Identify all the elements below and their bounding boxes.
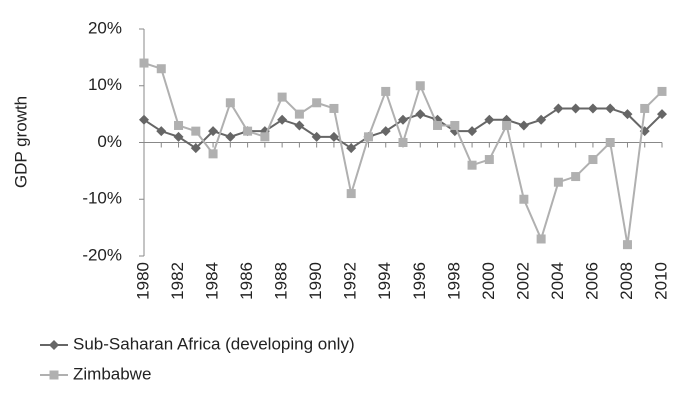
x-tick-label: 1984 [203,262,222,300]
data-point [518,120,529,131]
data-point [502,120,512,130]
data-point [312,98,322,108]
data-point [363,132,373,142]
data-point [277,92,287,102]
legend-label: Sub-Saharan Africa (developing only) [73,334,355,353]
x-tick-label: 1998 [444,262,463,300]
data-point [640,103,650,113]
x-tick-label: 2004 [548,262,567,300]
data-point [208,149,218,159]
data-point [588,155,598,165]
legend-marker [49,370,59,380]
data-point [139,58,149,68]
data-point [208,126,219,137]
x-tick-label: 1990 [306,262,325,300]
x-tick-label: 2006 [582,262,601,300]
y-axis-label: GDP growth [11,96,30,188]
data-point [622,240,632,250]
data-point [294,109,304,119]
data-point [346,143,357,154]
data-point [657,109,667,120]
x-tick-label: 1986 [237,262,256,300]
data-point [398,114,408,125]
y-tick-label: 0% [97,132,122,151]
data-point [553,177,563,187]
data-point [536,234,546,244]
x-tick-label: 2000 [479,262,498,300]
x-tick-label: 1994 [375,262,394,300]
data-point [381,86,391,96]
data-point [484,155,494,165]
data-point [605,138,615,147]
data-point [519,194,529,204]
y-tick-label: 20% [88,18,122,37]
legend-label: Zimbabwe [73,364,151,383]
data-point [553,103,564,114]
data-point [190,143,201,154]
y-tick-label: -20% [82,245,122,264]
data-point [225,98,235,108]
data-point [450,120,460,130]
data-point [605,103,616,114]
x-tick-label: 2010 [651,262,670,300]
data-point [243,126,253,136]
data-point [156,64,166,74]
data-point [571,172,581,182]
data-point [587,103,598,114]
data-point [467,160,477,170]
data-point [570,103,581,114]
x-tick-label: 1982 [168,262,187,300]
data-point [156,126,167,137]
data-point [536,114,547,125]
y-tick-label: -10% [82,189,122,208]
data-point [415,81,425,91]
data-point [173,131,184,142]
data-point [294,120,305,131]
data-point [328,131,339,142]
data-point [467,126,478,137]
data-point [433,120,443,130]
data-point [139,114,149,125]
x-tick-label: 1980 [133,262,152,300]
data-point [657,86,667,96]
x-tick-label: 1988 [272,262,291,300]
data-point [622,109,633,120]
data-point [380,126,391,137]
series-line [143,62,663,245]
legend-marker [49,340,59,350]
data-point [277,114,288,125]
x-tick-label: 1992 [341,262,360,300]
x-tick-label: 2002 [513,262,532,300]
data-point [415,109,426,120]
data-point [484,114,495,125]
data-point [225,131,236,142]
data-point [398,138,408,147]
y-tick-label: 10% [88,75,122,94]
data-point [346,189,356,199]
x-tick-label: 1996 [410,262,429,300]
x-tick-label: 2008 [617,262,636,300]
data-point [191,126,201,136]
data-point [329,103,339,113]
data-point [311,131,322,142]
data-point [260,132,270,142]
data-point [174,120,184,130]
